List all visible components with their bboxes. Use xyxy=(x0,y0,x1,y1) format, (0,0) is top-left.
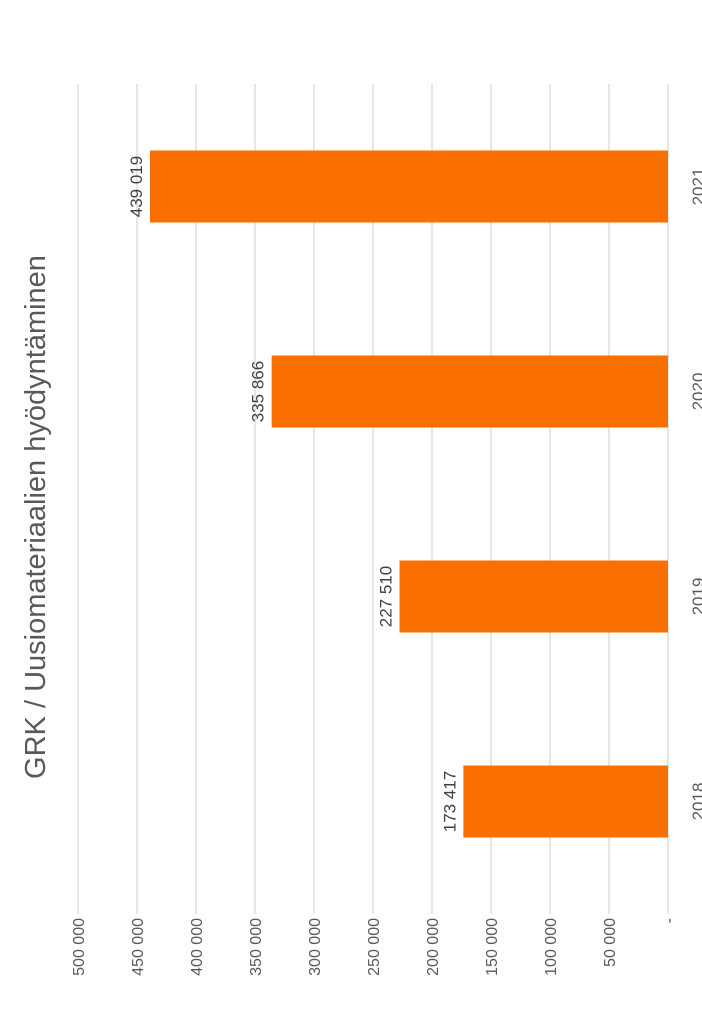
bar-2021 xyxy=(149,150,668,223)
y-tick-label: 350 000 xyxy=(248,918,265,976)
y-tick-label: 50 000 xyxy=(602,918,619,967)
y-tick-label: 150 000 xyxy=(484,918,501,976)
y-tick-label: 500 000 xyxy=(71,918,88,976)
data-label: 173 417 xyxy=(440,771,459,832)
bars xyxy=(149,150,669,838)
data-label: 227 510 xyxy=(377,566,396,627)
x-category-label: 2020 xyxy=(689,373,702,411)
y-tick-label: 300 000 xyxy=(307,918,324,976)
y-tick-label: 450 000 xyxy=(130,918,147,976)
x-category-label: 2018 xyxy=(689,783,702,821)
data-labels: 173 417 227 510 335 866 439 019 xyxy=(127,156,459,832)
bar-2020 xyxy=(271,355,668,428)
x-axis-categories: 2018 2019 2020 2021 xyxy=(689,168,702,821)
data-label: 439 019 xyxy=(127,156,146,217)
y-tick-label: 200 000 xyxy=(425,918,442,976)
y-tick-label: - xyxy=(661,918,678,923)
chart-title: GRK / Uusiomateriaalien hyödyntäminen xyxy=(20,255,52,779)
y-axis-ticks: - 50 000 100 000 150 000 200 000 250 000 300 0… xyxy=(71,918,678,976)
y-tick-label: 250 000 xyxy=(366,918,383,976)
x-category-label: 2019 xyxy=(689,578,702,616)
x-category-label: 2021 xyxy=(689,168,702,206)
bar-2019 xyxy=(399,560,668,633)
bar-2018 xyxy=(463,765,669,838)
data-label: 335 866 xyxy=(249,361,268,422)
y-tick-label: 400 000 xyxy=(189,918,206,976)
y-tick-label: 100 000 xyxy=(543,918,560,976)
